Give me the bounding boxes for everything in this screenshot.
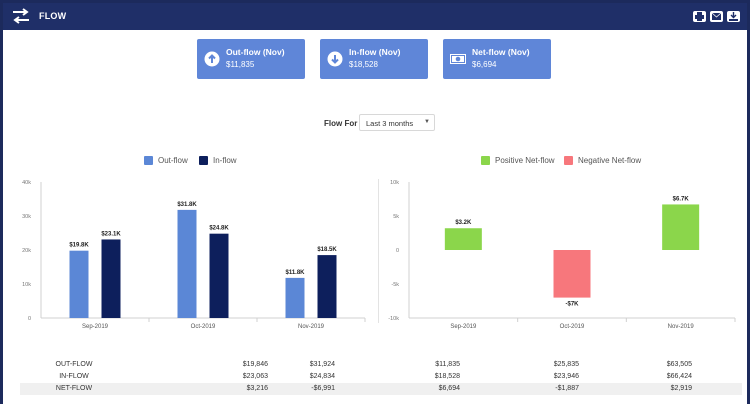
summary-cell: $18,528	[434, 373, 460, 380]
bar-out-flow	[285, 277, 305, 318]
arrow-down-circle-icon	[327, 51, 343, 67]
summary-cell: $23,063	[242, 373, 268, 380]
data-label: $6.7K	[673, 196, 690, 202]
summary-cell: -$1,887	[555, 385, 579, 392]
flow-for-label: Flow For	[324, 119, 358, 128]
y-tick-label: 10k	[390, 180, 399, 186]
legend-swatch-positive	[481, 156, 490, 165]
legend-label-inflow[interactable]: In-flow	[213, 156, 237, 165]
y-tick-label: 0	[396, 248, 399, 254]
legend-swatch-negative	[564, 156, 573, 165]
summary-cell: $31,924	[309, 361, 335, 368]
inflow-card[interactable]: In-flow (Nov) $18,528	[320, 39, 428, 79]
summary-cell: $63,505	[666, 361, 692, 368]
inflow-card-value: $18,528	[349, 60, 378, 69]
bar-in-flow	[209, 233, 229, 318]
outflow-card-label: Out-flow (Nov)	[226, 47, 285, 57]
summary-row-label: OUT-FLOW	[55, 361, 93, 368]
summary-cell: $66,424	[666, 373, 692, 380]
x-tick-label: Nov-2019	[668, 324, 695, 330]
print-icon	[695, 12, 704, 21]
flow-for-select[interactable]: Last 3 months ▼	[359, 114, 435, 131]
bar-positive-net-flow	[662, 204, 700, 250]
summary-cell: $23,946	[553, 373, 579, 380]
print-button[interactable]	[693, 11, 706, 22]
summary-cell: $2,919	[670, 385, 692, 392]
chart-divider	[378, 179, 379, 323]
window-title: FLOW	[39, 11, 67, 21]
summary-cell: $3,216	[246, 385, 268, 392]
netflow-card-label: Net-flow (Nov)	[472, 47, 530, 57]
flow-for-selected-value: Last 3 months	[366, 119, 414, 128]
x-tick-label: Nov-2019	[298, 324, 325, 330]
envelope-icon	[712, 12, 721, 20]
arrow-up-circle-icon	[204, 51, 220, 67]
legend-swatch-inflow	[199, 156, 208, 165]
netflow-card-value: $6,694	[472, 60, 497, 69]
data-label: $11.8K	[285, 270, 305, 276]
legend-label-positive[interactable]: Positive Net-flow	[495, 156, 555, 165]
download-button[interactable]	[727, 11, 740, 22]
bar-in-flow	[101, 239, 121, 318]
flow-bar-chart: 0 10k 20k 30k 40k Sep-2019 Oct-2019 Nov-2019 $19…	[22, 180, 366, 330]
x-tick-label: Sep-2019	[82, 324, 109, 330]
bar-positive-net-flow	[444, 228, 482, 250]
legend-swatch-outflow	[144, 156, 153, 165]
y-tick-label: 5k	[393, 214, 399, 220]
legend-label-negative[interactable]: Negative Net-flow	[578, 156, 642, 165]
flow-window: FLOW Out-flow (Nov) $11,835 In-flow (Nov…	[3, 3, 747, 404]
outflow-card[interactable]: Out-flow (Nov) $11,835	[197, 39, 305, 79]
y-tick-label: -10k	[388, 316, 399, 322]
data-label: $18.5K	[317, 247, 337, 253]
data-label: $24.8K	[209, 226, 229, 232]
bar-out-flow	[177, 209, 197, 318]
data-label: -$7K	[565, 302, 579, 308]
legend-label-outflow[interactable]: Out-flow	[158, 156, 188, 165]
x-tick-label: Oct-2019	[560, 324, 585, 330]
summary-cell: $24,834	[309, 373, 335, 380]
netflow-bar-chart: -10k -5k 0 5k 10k Sep-2019 Oct-2019 Nov-2019 $3.…	[388, 180, 736, 330]
y-tick-label: 0	[28, 316, 31, 322]
y-tick-label: -5k	[391, 282, 399, 288]
x-tick-label: Sep-2019	[450, 324, 477, 330]
summary-cell: -$6,991	[311, 385, 335, 392]
summary-cell: $19,846	[242, 361, 268, 368]
money-bill-icon	[450, 54, 466, 64]
transfer-arrows-icon	[13, 8, 29, 24]
bar-negative-net-flow	[553, 250, 591, 298]
summary-cell: $11,835	[435, 361, 460, 368]
y-tick-label: 40k	[22, 180, 31, 186]
summary-cell: $25,835	[553, 361, 579, 368]
y-tick-label: 20k	[22, 248, 31, 254]
x-tick-label: Oct-2019	[191, 324, 216, 330]
summary-row: IN-FLOW $23,063 $24,834 $18,528 $23,946 $66,4…	[20, 371, 742, 383]
outflow-card-value: $11,835	[226, 60, 255, 69]
y-tick-label: 30k	[22, 214, 31, 220]
inflow-card-label: In-flow (Nov)	[349, 47, 401, 57]
summary-row: NET-FLOW $3,216 -$6,991 $6,694 -$1,887 $2,919	[20, 383, 742, 395]
title-bar: FLOW	[3, 3, 747, 30]
summary-cell: $6,694	[438, 385, 460, 392]
download-icon	[729, 12, 738, 21]
data-label: $31.8K	[177, 202, 197, 208]
bar-in-flow	[317, 255, 337, 318]
email-button[interactable]	[710, 11, 723, 22]
data-label: $3.2K	[455, 220, 472, 226]
netflow-card[interactable]: Net-flow (Nov) $6,694	[443, 39, 551, 79]
bar-out-flow	[69, 250, 89, 318]
chevron-down-icon: ▼	[424, 119, 430, 125]
y-tick-label: 10k	[22, 282, 31, 288]
data-label: $23.1K	[101, 231, 121, 237]
data-label: $19.8K	[69, 243, 89, 249]
summary-row-label: NET-FLOW	[55, 385, 93, 392]
summary-row: OUT-FLOW $19,846 $31,924 $11,835 $25,835 $63,…	[20, 359, 742, 371]
summary-row-label: IN-FLOW	[59, 373, 89, 380]
